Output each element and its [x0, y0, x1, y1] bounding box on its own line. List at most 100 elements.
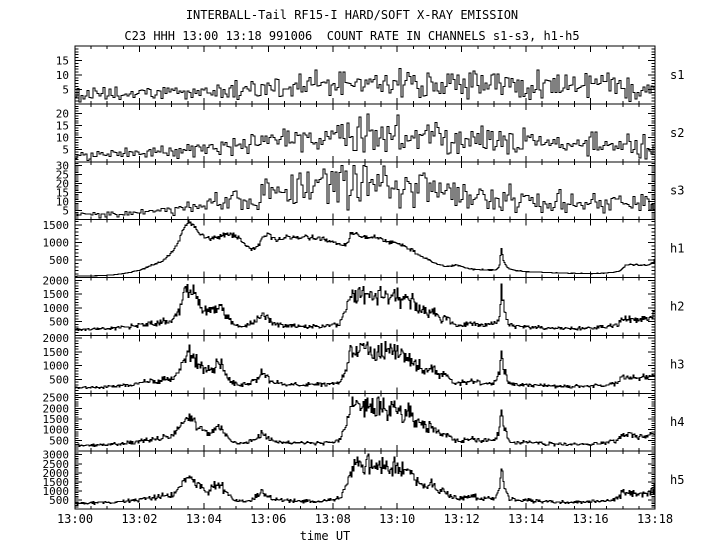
y-tick-label-h3-500: 500 [49, 373, 69, 386]
channel-label-h2: h2 [670, 299, 684, 313]
x-axis-tick-labels: 13:00 13:02 13:04 13:06 13:08 13:10 13:12 13:14… [57, 512, 673, 526]
x-tick-label-13:00: 13:00 [57, 512, 93, 526]
panel-h2-major-ticks [75, 277, 655, 336]
y-tick-label-h5-500: 500 [49, 494, 69, 507]
panel-h5-minor-ticks [75, 451, 655, 509]
channel-label-s3: s3 [670, 184, 684, 198]
x-axis-title: time UT [299, 529, 351, 543]
y-tick-label-s2-20: 20 [56, 108, 69, 121]
panel-s3-minor-ticks [75, 161, 655, 220]
y-tick-label-s3-5: 5 [62, 205, 69, 218]
x-tick-label-13:16: 13:16 [572, 512, 608, 526]
channel-label-s1: s1 [670, 68, 684, 82]
trace-s2 [75, 113, 655, 162]
panel-s1-y-tick-labels: 510 15 [56, 54, 69, 96]
x-tick-label-13:10: 13:10 [379, 512, 415, 526]
channel-label-h1: h1 [670, 242, 684, 256]
y-tick-label-s3-30: 30 [56, 159, 69, 172]
panel-s2-minor-ticks [75, 103, 655, 162]
panel-s3-frame [74, 161, 656, 221]
y-tick-label-s3-10: 10 [56, 196, 69, 209]
y-tick-label-h5-1500: 1500 [43, 476, 70, 489]
y-tick-label-s2-15: 15 [56, 120, 69, 133]
panel-h5-major-ticks [75, 451, 655, 509]
y-tick-label-h2-1500: 1500 [43, 288, 70, 301]
y-tick-label-h1-1500: 1500 [43, 219, 70, 232]
x-tick-label-13:06: 13:06 [250, 512, 286, 526]
y-tick-label-s2-10: 10 [56, 132, 69, 145]
panel-h1-y-tick-labels: 500 1000 1500 [43, 219, 70, 267]
y-tick-label-h2-1000: 1000 [43, 302, 70, 315]
y-tick-label-h1-500: 500 [49, 254, 69, 267]
panel-h1-frame [74, 219, 656, 278]
y-tick-label-h5-1000: 1000 [43, 485, 70, 498]
panel-s1-major-ticks [75, 46, 655, 104]
x-tick-label-13:08: 13:08 [315, 512, 351, 526]
panel-h2-frame [74, 277, 656, 336]
channel-label-h3: h3 [670, 357, 684, 371]
panel-s2-major-ticks [75, 103, 655, 162]
y-tick-label-h3-1000: 1000 [43, 360, 70, 373]
y-tick-label-h3-2000: 2000 [43, 332, 70, 345]
y-tick-label-h5-2000: 2000 [43, 467, 70, 480]
y-tick-label-h2-500: 500 [49, 316, 69, 329]
y-tick-label-h2-2000: 2000 [43, 274, 70, 287]
x-tick-label-13:18: 13:18 [637, 512, 673, 526]
panel-h3-frame [74, 334, 656, 394]
panel-s1-frame [74, 45, 656, 105]
panel-s2-frame [74, 103, 656, 163]
panel-s1-minor-ticks [75, 46, 655, 104]
y-tick-label-s3-20: 20 [56, 177, 69, 190]
panel-h1: 500 1000 1500 h1 [43, 219, 684, 278]
y-tick-label-h4-500: 500 [49, 434, 69, 447]
y-tick-label-h4-1000: 1000 [43, 424, 70, 437]
panel-h5-frame [74, 450, 656, 510]
panel-h4-minor-ticks [75, 393, 655, 452]
y-tick-label-s1-10: 10 [56, 69, 69, 82]
y-tick-label-h5-2500: 2500 [43, 458, 70, 471]
y-tick-label-h3-1500: 1500 [43, 346, 70, 359]
y-tick-label-h5-3000: 3000 [43, 449, 70, 462]
panel-h1-minor-ticks [75, 219, 655, 278]
y-tick-label-h4-2500: 2500 [43, 392, 70, 405]
trace-h3 [75, 341, 655, 390]
y-tick-label-s3-15: 15 [56, 186, 69, 199]
panel-h1-major-ticks [75, 219, 655, 278]
x-tick-label-13:02: 13:02 [121, 512, 157, 526]
trace-h2 [75, 283, 655, 332]
y-tick-label-h4-1500: 1500 [43, 413, 70, 426]
y-tick-label-h4-2000: 2000 [43, 402, 70, 415]
trace-h5 [75, 453, 655, 506]
panel-h3-minor-ticks [75, 335, 655, 394]
x-tick-label-13:14: 13:14 [508, 512, 544, 526]
trace-s3 [75, 164, 655, 219]
x-tick-label-13:12: 13:12 [444, 512, 480, 526]
panel-s3-major-ticks [75, 161, 655, 220]
channel-label-h5: h5 [670, 473, 684, 487]
x-tick-label-13:04: 13:04 [186, 512, 222, 526]
channel-label-h4: h4 [670, 415, 684, 429]
chart-title: INTERBALL-Tail RF15-I HARD/SOFT X-RAY EM… [185, 8, 519, 22]
y-tick-label-s2-5: 5 [62, 144, 69, 157]
trace-h4 [75, 396, 655, 448]
channel-label-s2: s2 [670, 126, 684, 140]
y-tick-label-s1-5: 5 [62, 83, 69, 96]
panel-h4-major-ticks [75, 393, 655, 452]
panel-h2-minor-ticks [75, 277, 655, 336]
panel-s1: 510 15 s1 [56, 45, 684, 105]
chart-subtitle: C23 HHH 13:00 13:18 991006 COUNT RATE IN… [124, 29, 580, 43]
y-tick-label-s3-25: 25 [56, 168, 69, 181]
